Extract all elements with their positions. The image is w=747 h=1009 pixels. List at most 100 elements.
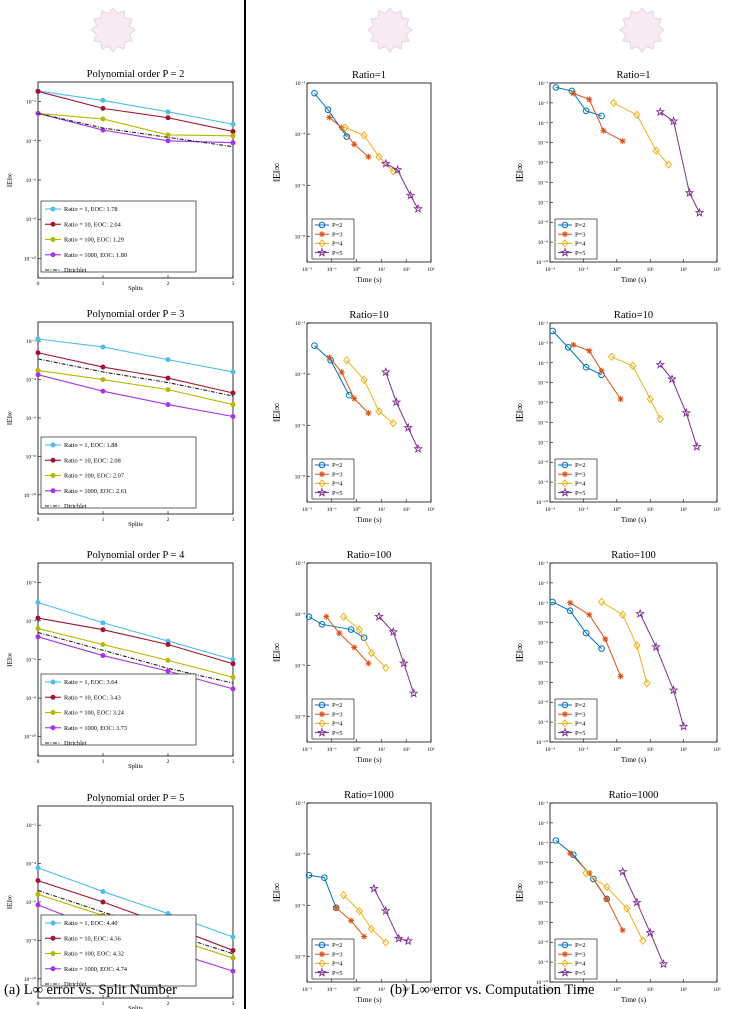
- data-point-b42-2-3: [639, 936, 647, 945]
- y-tick-label-b32-7: 10⁻⁸: [538, 700, 548, 706]
- series-line-b11-1: [329, 117, 369, 158]
- y-tick-label-b11-2: 10⁻⁶: [295, 183, 305, 189]
- x-tick-label-b42-4: 10²: [680, 987, 688, 993]
- data-point-a1-1-0: [35, 88, 41, 94]
- data-point-b21-2-1: [360, 375, 368, 385]
- legend-marker-b32-0: [561, 701, 569, 709]
- x-tick-label-b11-3: 10¹: [378, 267, 386, 273]
- x-tick-label-b41-3: 10¹: [378, 987, 386, 993]
- data-point-a2-1-1: [100, 364, 106, 370]
- series-line-a4-0: [37, 867, 234, 938]
- legend-marker-b42-1: [562, 951, 568, 958]
- x-tick-label-b21-1: 10⁻¹: [327, 507, 337, 513]
- legend-marker-b22-2: [561, 479, 569, 488]
- y-axis-label-a2: ‖E‖∞: [5, 411, 14, 425]
- legend-marker-a4-2: [50, 951, 56, 956]
- data-point-b31-3-1: [388, 626, 399, 637]
- data-point-b41-1-0: [333, 904, 340, 911]
- x-tick-label-a3-2: 2: [167, 759, 170, 765]
- chart-title-a3: Polynomial order P = 4: [87, 550, 185, 561]
- legend-marker-b32-1: [562, 711, 568, 718]
- data-point-a4-0-1: [100, 889, 106, 895]
- legend-marker-b21-1: [319, 471, 325, 478]
- y-axis-label-b32: ‖E‖∞: [515, 643, 526, 662]
- data-point-b12-1-0: [570, 90, 577, 97]
- legend-marker-a1-1: [50, 221, 56, 227]
- series-line-b31-3: [378, 616, 415, 694]
- data-point-a2-2-0: [35, 367, 41, 373]
- legend-marker-b32-3: [560, 727, 570, 737]
- y-tick-label-b12-9: 10⁻¹⁰: [536, 259, 549, 266]
- data-point-b22-1-1: [586, 347, 593, 354]
- legend-label-b22-1: P=3: [575, 471, 586, 478]
- legend-marker-b11-0: [318, 221, 326, 229]
- x-tick-label-b21-3: 10¹: [378, 507, 386, 513]
- chart-title-b12: Ratio=1: [617, 70, 651, 81]
- legend-label-b42-3: P=5: [575, 970, 586, 977]
- caption-a: (a) L∞ error vs. Split Number: [4, 982, 177, 998]
- data-point-b12-2-2: [652, 146, 660, 155]
- data-point-b22-1-3: [617, 396, 624, 403]
- series-line-b21-1: [329, 357, 369, 414]
- legend-label-a1-3: Ratio = 1000, EOC: 1.80: [64, 252, 127, 259]
- x-tick-label-b11-0: 10⁻²: [302, 267, 312, 273]
- series-line-a1-4: [37, 112, 234, 148]
- data-point-b22-0-1: [564, 344, 572, 351]
- y-tick-label-b22-2: 10⁻³: [538, 361, 548, 367]
- data-point-b32-0-3: [598, 645, 605, 652]
- data-point-b31-3-3: [408, 688, 419, 698]
- data-point-a4-1-0: [35, 878, 41, 884]
- data-point-b31-0-0: [305, 613, 313, 620]
- data-point-b12-2-3: [664, 160, 673, 169]
- data-point-a2-0-0: [35, 336, 41, 342]
- y-tick-label-a2-4: 10⁻¹⁰: [24, 492, 37, 499]
- x-tick-label-b32-3: 10¹: [647, 747, 655, 753]
- y-tick-label-b32-3: 10⁻⁴: [538, 621, 548, 627]
- legend-label-a4-3: Ratio = 1000, EOC: 4.74: [64, 966, 128, 973]
- data-point-b22-0-2: [582, 363, 590, 371]
- x-tick-label-b32-0: 10⁻²: [545, 747, 555, 753]
- legend-label-b32-1: P=3: [575, 711, 586, 718]
- data-point-a4-2-3: [230, 955, 236, 961]
- legend-a2: [40, 436, 197, 509]
- legend-label-b41-0: P=2: [332, 942, 343, 949]
- x-tick-label-b42-1: 10⁻¹: [578, 987, 588, 993]
- x-tick-label-a3-0: 0: [37, 759, 40, 765]
- y-tick-label-b42-1: 10⁻²: [538, 821, 548, 827]
- x-tick-label-b22-5: 10³: [713, 507, 721, 513]
- y-tick-label-b22-1: 10⁻²: [538, 341, 548, 347]
- legend-label-b12-1: P=3: [575, 231, 586, 238]
- data-point-b32-3-2: [668, 685, 679, 695]
- x-tick-label-b32-2: 10⁰: [613, 746, 622, 753]
- legend-label-b21-3: P=5: [332, 490, 343, 497]
- data-point-b32-1-1: [586, 611, 593, 618]
- legend-marker-b22-1: [562, 471, 568, 478]
- x-tick-label-b12-1: 10⁻¹: [578, 267, 588, 273]
- legend-marker-b42-2: [561, 959, 569, 968]
- x-tick-label-a2-2: 2: [167, 517, 170, 523]
- x-axis-label-b12: Time (s): [621, 275, 647, 284]
- data-point-a3-1-2: [165, 641, 171, 647]
- data-point-b22-2-0: [607, 352, 616, 362]
- y-tick-label-b12-4: 10⁻⁵: [538, 161, 548, 167]
- legend-label-a2-3: Ratio = 1000, EOC: 2.61: [64, 488, 127, 495]
- data-point-a4-0-0: [35, 865, 41, 871]
- y-tick-label-b42-0: 10⁻¹: [538, 801, 548, 807]
- x-tick-label-b22-2: 10⁰: [613, 506, 622, 513]
- data-point-a4-1-3: [230, 947, 236, 953]
- y-tick-label-a4-2: 10⁻⁶: [26, 900, 36, 906]
- legend-label-b31-1: P=3: [332, 711, 343, 718]
- data-point-b22-3-2: [681, 407, 692, 418]
- y-tick-label-a1-1: 10⁻⁴: [26, 139, 36, 145]
- y-tick-label-a1-0: 10⁻²: [26, 100, 36, 106]
- legend-marker-b12-3: [560, 247, 570, 257]
- y-axis-label-b41: ‖E‖∞: [272, 883, 283, 902]
- y-tick-label-b12-2: 10⁻³: [538, 121, 548, 127]
- data-point-b32-3-0: [635, 608, 645, 618]
- legend-marker-a4-1: [50, 935, 56, 941]
- data-point-b12-3-0: [655, 106, 666, 117]
- data-point-a3-1-1: [100, 627, 106, 633]
- chart-title-a1: Polynomial order P = 2: [87, 69, 185, 80]
- x-tick-label-a1-3: 3: [232, 281, 235, 287]
- data-point-a1-3-3: [230, 140, 236, 146]
